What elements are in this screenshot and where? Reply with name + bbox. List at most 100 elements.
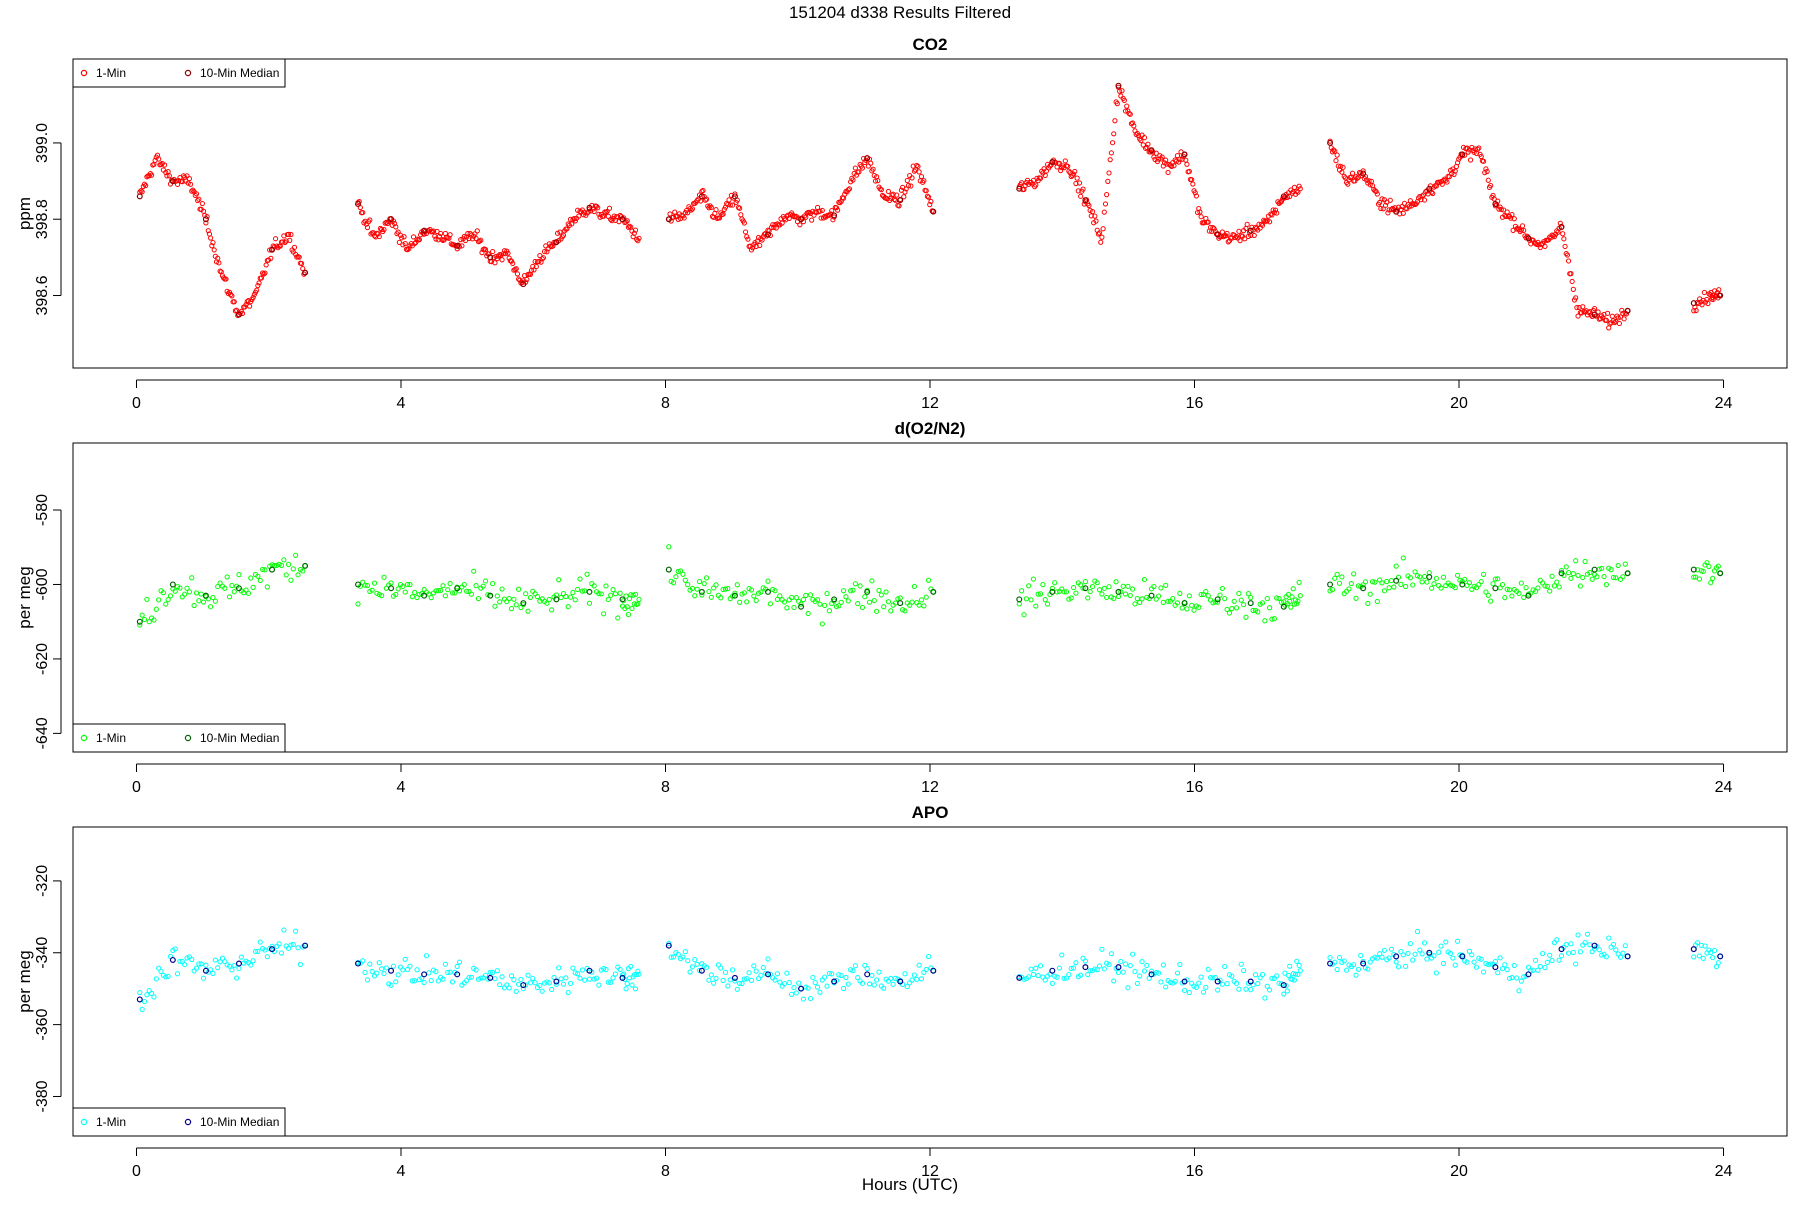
data-point-1min — [272, 236, 279, 242]
data-point-1min — [1108, 150, 1114, 156]
data-point-1min — [817, 989, 823, 995]
data-point-1min — [1274, 595, 1280, 601]
data-point-1min — [881, 985, 887, 991]
data-point-1min — [400, 967, 406, 973]
data-point-1min — [1119, 88, 1125, 94]
data-point-10min-median — [1360, 170, 1367, 177]
data-point-1min — [598, 591, 604, 597]
data-point-1min — [492, 603, 498, 609]
data-point-1min — [243, 587, 249, 593]
legend-label: 10-Min Median — [200, 66, 279, 80]
data-point-1min — [290, 941, 296, 948]
data-point-1min — [1151, 583, 1157, 590]
data-point-1min — [852, 963, 858, 969]
data-point-1min — [468, 591, 474, 597]
data-point-1min — [1619, 307, 1625, 313]
data-point-1min — [718, 595, 724, 601]
data-point-1min — [1511, 216, 1517, 222]
data-point-1min — [137, 622, 143, 628]
data-point-1min — [1374, 955, 1380, 961]
data-point-10min-median — [202, 967, 209, 974]
data-point-1min — [621, 597, 627, 604]
data-point-1min — [608, 592, 614, 598]
data-point-10min-median — [1327, 581, 1334, 588]
data-point-1min — [1420, 192, 1426, 198]
data-point-1min — [805, 610, 811, 617]
data-point-1min — [1607, 321, 1613, 327]
legend-label: 1-Min — [96, 66, 126, 80]
data-point-1min — [1406, 204, 1412, 210]
data-point-10min-median — [1717, 292, 1724, 299]
legend-marker — [80, 1118, 88, 1126]
data-point-1min — [182, 961, 188, 968]
data-point-1min — [1485, 961, 1491, 968]
data-point-1min — [1498, 206, 1504, 213]
data-point-1min — [298, 260, 305, 267]
data-point-1min — [789, 991, 795, 998]
data-point-1min — [283, 238, 289, 244]
data-point-1min — [433, 588, 439, 594]
data-point-1min — [1167, 979, 1174, 986]
data-point-10min-median — [798, 603, 805, 610]
data-point-10min-median — [1591, 311, 1598, 318]
data-point-1min — [1236, 986, 1242, 992]
data-point-1min — [1353, 595, 1359, 601]
data-point-1min — [1484, 168, 1490, 175]
data-point-10min-median — [1360, 960, 1367, 967]
data-point-1min — [1082, 579, 1088, 585]
data-point-1min — [612, 971, 619, 977]
data-point-10min-median — [1247, 978, 1254, 985]
legend-marker — [184, 1118, 192, 1126]
data-point-10min-median — [698, 193, 705, 200]
x-tick-label: 12 — [921, 395, 939, 412]
data-point-10min-median — [798, 985, 805, 992]
data-point-1min — [1452, 168, 1458, 174]
data-point-1min — [1384, 578, 1390, 585]
data-point-1min — [680, 954, 686, 960]
data-point-1min — [1379, 954, 1385, 960]
data-point-1min — [250, 958, 256, 964]
data-point-1min — [137, 989, 143, 996]
data-point-1min — [1346, 586, 1352, 592]
data-point-1min — [1360, 958, 1366, 964]
data-point-1min — [909, 977, 915, 983]
data-point-1min — [624, 981, 630, 987]
data-point-1min — [478, 237, 484, 243]
data-point-1min — [1297, 186, 1303, 192]
data-point-1min — [1596, 947, 1602, 953]
data-point-1min — [725, 201, 731, 208]
data-point-1min — [1238, 597, 1244, 603]
data-point-1min — [490, 580, 496, 587]
data-point-1min — [1615, 562, 1621, 569]
data-point-10min-median — [665, 566, 672, 573]
data-point-1min — [1464, 959, 1470, 965]
data-point-1min — [570, 965, 576, 971]
data-point-10min-median — [1459, 581, 1466, 588]
data-point-1min — [1414, 928, 1421, 935]
data-point-1min — [1516, 590, 1522, 596]
data-point-1min — [855, 600, 861, 607]
data-point-1min — [165, 597, 171, 603]
data-point-1min — [141, 181, 148, 187]
data-point-10min-median — [665, 216, 672, 223]
data-point-1min — [904, 177, 910, 184]
data-point-1min — [689, 585, 696, 592]
data-point-1min — [364, 224, 371, 231]
data-point-1min — [144, 992, 150, 998]
data-point-1min — [537, 252, 543, 259]
data-point-1min — [781, 599, 788, 605]
data-point-1min — [1145, 141, 1151, 147]
data-point-1min — [1222, 963, 1228, 970]
data-point-1min — [423, 953, 430, 959]
data-point-1min — [876, 969, 882, 975]
data-point-1min — [883, 589, 889, 595]
data-point-1min — [1080, 585, 1086, 591]
data-point-1min — [916, 962, 922, 968]
data-point-1min — [536, 258, 542, 265]
data-point-1min — [1476, 145, 1482, 151]
data-point-1min — [393, 979, 399, 985]
data-point-1min — [1591, 306, 1598, 312]
data-point-1min — [878, 187, 884, 193]
data-point-1min — [829, 208, 835, 214]
data-point-1min — [1269, 975, 1275, 981]
